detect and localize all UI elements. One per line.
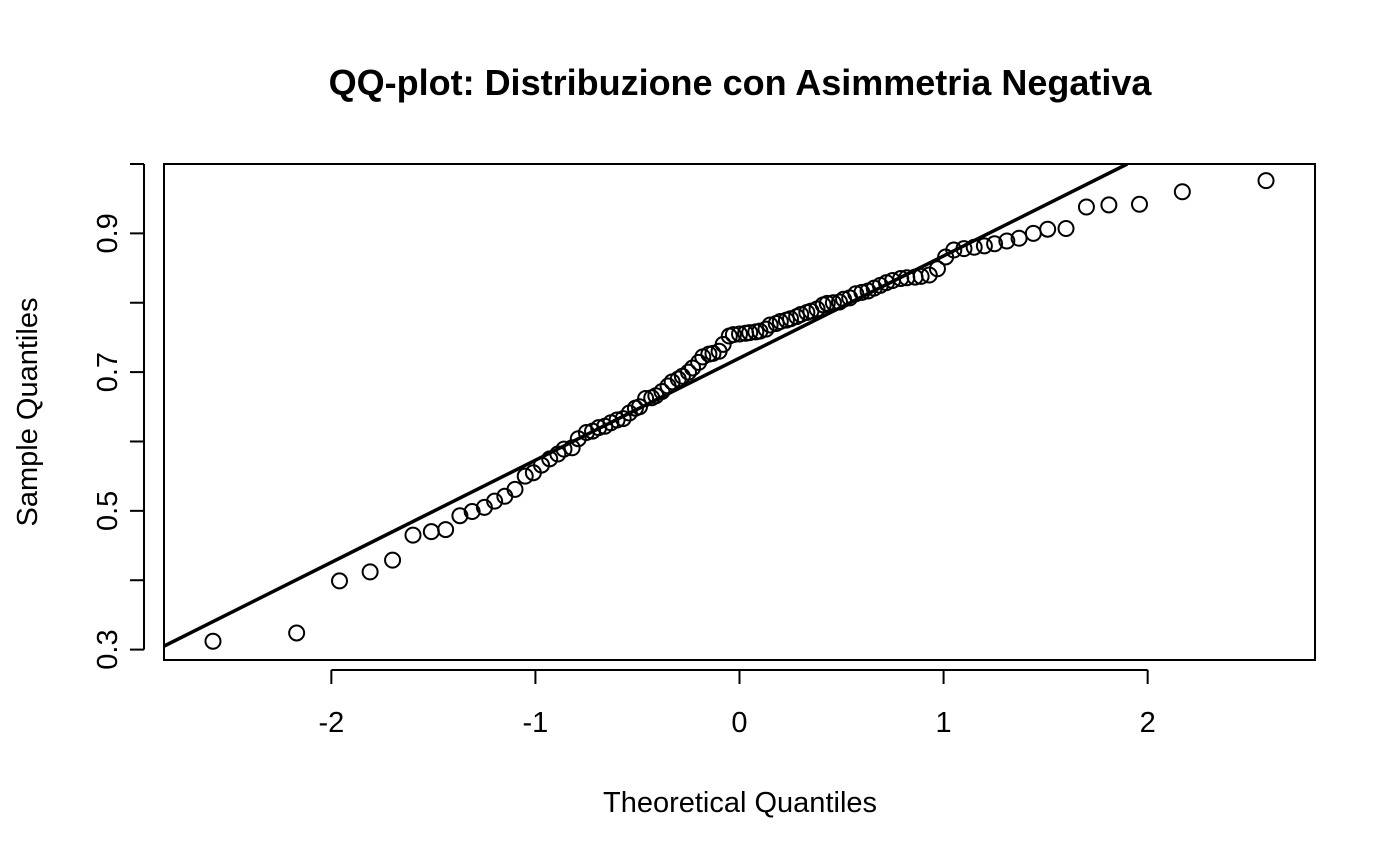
plot-frame bbox=[163, 163, 1316, 661]
reference-line bbox=[164, 164, 1129, 648]
data-point bbox=[463, 503, 481, 521]
data-point bbox=[451, 507, 469, 525]
data-point bbox=[731, 325, 748, 343]
data-point bbox=[361, 563, 379, 581]
x-tick-label: 2 bbox=[1140, 707, 1156, 739]
data-point bbox=[288, 624, 306, 642]
data-point bbox=[331, 572, 349, 590]
data-point bbox=[1130, 195, 1148, 213]
y-tick-label: 0.7 bbox=[92, 352, 124, 392]
reference-line-group bbox=[164, 164, 1129, 648]
data-point bbox=[741, 324, 759, 342]
data-point bbox=[945, 241, 963, 259]
data-point bbox=[1100, 196, 1118, 214]
data-point bbox=[404, 526, 422, 544]
data-point bbox=[486, 492, 504, 510]
data-point bbox=[1057, 220, 1075, 238]
data-point bbox=[986, 235, 1004, 253]
y-axis-label: Sample Quantiles bbox=[12, 298, 44, 527]
y-axis: 0.3 0.5 0.7 0.9 bbox=[92, 163, 145, 670]
data-point bbox=[757, 320, 775, 338]
data-point bbox=[975, 237, 993, 255]
x-tick-label: 1 bbox=[936, 707, 952, 739]
data-point bbox=[1257, 172, 1275, 190]
chart-title: QQ-plot: Distribuzione con Asimmetria Ne… bbox=[329, 62, 1153, 103]
data-points bbox=[204, 172, 1275, 650]
data-point bbox=[684, 359, 702, 377]
data-point bbox=[1173, 183, 1191, 201]
data-point bbox=[771, 312, 789, 330]
x-tick-label: -1 bbox=[523, 707, 549, 739]
x-tick-label: 0 bbox=[731, 707, 747, 739]
y-tick-label: 0.9 bbox=[92, 213, 124, 253]
data-point bbox=[679, 363, 697, 381]
data-point bbox=[1039, 220, 1057, 238]
data-point bbox=[761, 316, 779, 334]
data-point bbox=[384, 551, 402, 569]
x-tick-label: -2 bbox=[318, 707, 344, 739]
x-axis: -2 -1 0 1 2 bbox=[318, 669, 1156, 739]
y-tick-label: 0.3 bbox=[92, 629, 124, 669]
data-point bbox=[724, 326, 742, 344]
data-point bbox=[998, 232, 1016, 250]
x-axis-label: Theoretical Quantiles bbox=[603, 787, 877, 819]
data-point bbox=[437, 521, 455, 539]
data-point bbox=[818, 294, 836, 312]
y-tick-label: 0.5 bbox=[92, 491, 124, 531]
data-point bbox=[204, 632, 222, 650]
data-point bbox=[1024, 224, 1042, 242]
data-point bbox=[928, 260, 946, 278]
data-point bbox=[422, 523, 440, 541]
data-point bbox=[506, 480, 524, 498]
data-point bbox=[1077, 198, 1095, 216]
data-point bbox=[690, 353, 708, 371]
data-point bbox=[516, 467, 534, 485]
